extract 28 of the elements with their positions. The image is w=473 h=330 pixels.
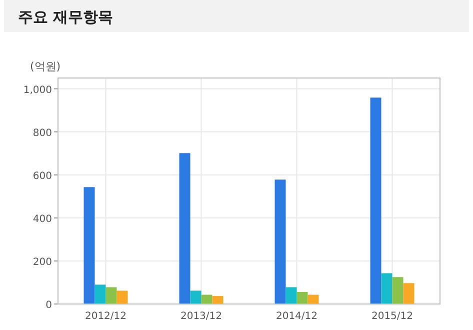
y-tick-label: 400	[32, 214, 52, 225]
bar	[190, 290, 202, 304]
bar	[212, 296, 224, 304]
bar	[308, 294, 319, 304]
y-axis-title: (억원)	[30, 60, 61, 73]
bar	[84, 187, 95, 304]
y-tick-label: 0	[46, 300, 52, 311]
bar	[286, 287, 297, 304]
bar	[116, 290, 128, 304]
y-tick-label: 600	[32, 170, 52, 182]
bar	[403, 283, 414, 304]
bar	[179, 153, 190, 304]
x-tick-label: 2012/12	[84, 311, 127, 322]
bar	[274, 180, 286, 304]
bar	[94, 284, 106, 304]
bar	[296, 292, 308, 304]
bar	[370, 98, 382, 304]
bar	[392, 277, 404, 304]
chart-title: 주요 재무항목	[18, 8, 114, 26]
y-tick-label: 1,000	[23, 84, 52, 96]
x-tick-label: 2013/12	[180, 311, 222, 322]
x-tick-label: 2014/12	[276, 311, 318, 322]
y-tick-label: 800	[32, 128, 52, 139]
bar	[381, 273, 392, 304]
x-tick-label: 2015/12	[371, 311, 414, 322]
bar	[106, 287, 117, 304]
bar	[201, 294, 212, 304]
y-tick-label: 200	[32, 256, 52, 268]
